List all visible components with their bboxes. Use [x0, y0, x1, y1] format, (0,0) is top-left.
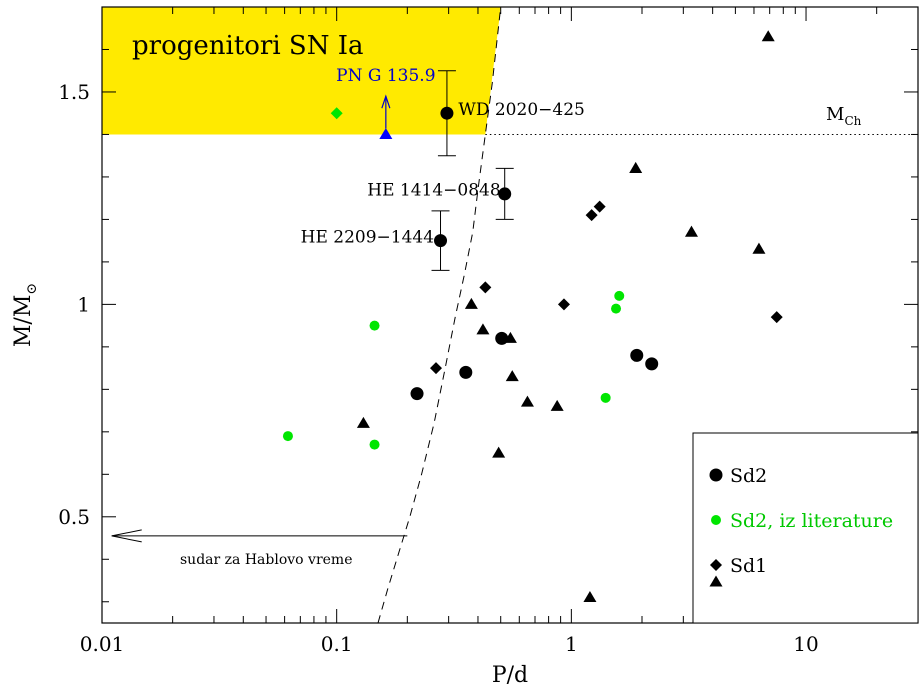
data-point	[583, 591, 597, 603]
highlight-point	[379, 127, 393, 139]
data-point	[770, 311, 783, 324]
legend-entry: Sd1	[730, 555, 767, 577]
data-point	[464, 297, 478, 309]
data-point	[600, 392, 611, 403]
data-point	[629, 161, 643, 173]
data-point	[369, 439, 380, 450]
y-axis-label-main: M/M	[11, 295, 36, 347]
hubble-time-arrow-head	[111, 529, 142, 543]
data-point	[557, 298, 570, 311]
data-point	[520, 395, 534, 407]
data-point	[752, 242, 766, 254]
data-point	[505, 370, 519, 382]
legend-marker	[709, 575, 723, 587]
x-tick-label: 1	[565, 632, 578, 656]
point-label: HE 1414−0848	[367, 181, 500, 201]
x-tick-label: 10	[793, 632, 818, 656]
data-point	[645, 357, 659, 371]
x-tick-label: 0.1	[321, 632, 353, 656]
plot-frame	[101, 6, 919, 624]
legend-box	[692, 432, 919, 624]
legend-marker	[711, 515, 721, 525]
chandrasekhar-label: MCh	[826, 104, 862, 128]
legend-entry: Sd2, iz literature	[730, 510, 893, 532]
point-label: PN G 135.9	[336, 66, 435, 86]
y-axis-label: M/M⊙	[11, 283, 40, 347]
data-point	[410, 387, 424, 401]
region-label: progenitori SN Ia	[132, 31, 364, 61]
data-point	[492, 446, 506, 458]
hubble-time-label: sudar za Hablovo vreme	[180, 552, 352, 568]
data-point	[430, 362, 443, 375]
x-tick-label: 0.01	[80, 632, 125, 656]
data-point	[761, 30, 775, 42]
y-axis-label-sub: ⊙	[24, 283, 40, 295]
legend-marker	[710, 559, 722, 571]
data-point	[585, 209, 598, 222]
data-point	[630, 348, 644, 362]
data-point	[434, 234, 448, 248]
data-point	[476, 323, 490, 335]
dashed-curve	[377, 6, 502, 624]
upper-limit-arrow-head	[381, 94, 391, 109]
point-label: WD 2020−425	[458, 100, 584, 120]
chandrasekhar-label-main: M	[826, 104, 844, 125]
data-point	[459, 365, 473, 379]
highlight-point	[330, 107, 343, 120]
data-point	[503, 331, 517, 343]
data-point	[593, 200, 606, 213]
chandrasekhar-label-sub: Ch	[844, 114, 861, 128]
y-tick-label: 1	[77, 292, 90, 316]
y-tick-label: 1.5	[58, 80, 90, 104]
data-point	[550, 399, 564, 411]
progenitor-region	[102, 7, 501, 135]
data-point	[611, 303, 622, 314]
point-label: HE 2209−1444	[301, 227, 434, 247]
legend-entry: Sd2	[730, 465, 767, 487]
data-point	[498, 187, 512, 201]
data-point	[614, 290, 625, 301]
data-point	[479, 281, 492, 294]
data-point	[282, 431, 293, 442]
y-tick-label: 0.5	[58, 505, 90, 529]
data-point	[440, 106, 454, 120]
x-axis-label: P/d	[492, 663, 528, 688]
data-point	[356, 416, 370, 428]
data-point	[369, 320, 380, 331]
legend-marker	[709, 468, 723, 482]
data-point	[684, 225, 698, 237]
